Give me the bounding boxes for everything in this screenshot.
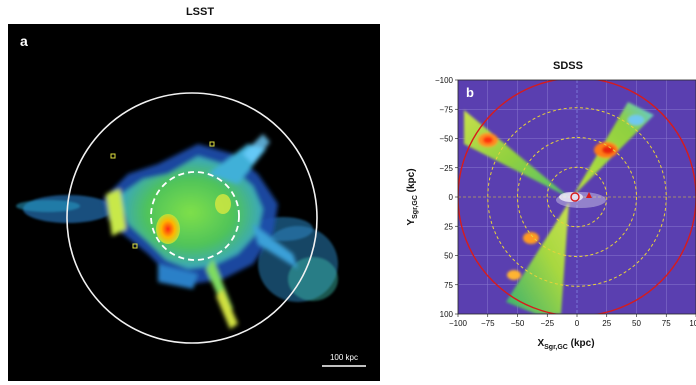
x-tick-labels: −100 −75 −50 −25 0 25 50 75 100: [449, 314, 696, 328]
y-tick-label: −50: [439, 135, 453, 144]
panel-b-sdss-plot: b −100 −75 −50 −25 0 25 50 75 100 −100 −75 −50 −25 0…: [406, 76, 696, 351]
panel-a-lsst-map: a 100 kpc: [8, 24, 380, 381]
y-tick-label: −75: [439, 105, 453, 114]
sdss-center-cloud: [556, 192, 606, 208]
y-axis-label-main: Y: [406, 219, 417, 226]
x-tick-label: −100: [449, 319, 468, 328]
x-tick-label: −75: [481, 319, 495, 328]
panel-b-letter: b: [466, 85, 474, 100]
x-axis-label-main: X: [537, 338, 544, 349]
lsst-hot-core: [156, 214, 180, 244]
x-tick-label: −50: [511, 319, 525, 328]
y-tick-label: 100: [440, 310, 454, 319]
dashed-ring: [546, 166, 608, 228]
y-tick-labels: −100 −75 −50 −25 0 25 50 75 100: [435, 76, 458, 319]
panel-a-letter: a: [20, 33, 28, 49]
x-tick-label: 25: [602, 319, 611, 328]
x-axis-label-sub: Sgr,GC: [544, 344, 568, 351]
x-tick-label: 0: [575, 319, 580, 328]
x-tick-label: 75: [662, 319, 671, 328]
y-axis-label: YSgr,GC (kpc): [406, 168, 419, 225]
dashed-radius-rings: [487, 107, 667, 287]
y-tick-label: 25: [444, 222, 453, 231]
x-axis-label: XSgr,GC (kpc): [537, 338, 594, 351]
sun-triangle-marker: [586, 192, 592, 198]
panel-a-title: LSST: [185, 6, 215, 18]
panel-b-title: SDSS: [553, 60, 583, 72]
y-tick-label: 50: [444, 252, 453, 261]
y-axis-label-unit: (kpc): [406, 168, 417, 195]
galactic-center-marker: [570, 192, 580, 202]
sdss-survey-wedges: [464, 102, 654, 314]
x-tick-label: −25: [540, 319, 554, 328]
dashed-ring: [517, 137, 637, 257]
lsst-halo-body: [103, 134, 298, 329]
y-tick-label: −100: [435, 76, 454, 85]
dashed-ring: [487, 107, 667, 287]
x-tick-label: 50: [632, 319, 641, 328]
y-tick-label: 75: [444, 281, 453, 290]
scale-bar-label: 100 kpc: [330, 353, 358, 362]
inner-dashed-circle: [150, 171, 240, 261]
x-axis-label-unit: (kpc): [568, 338, 595, 349]
y-tick-label: 0: [449, 193, 454, 202]
y-tick-label: −25: [439, 164, 453, 173]
x-tick-label: 100: [689, 319, 696, 328]
y-axis-label-sub: Sgr,GC: [412, 195, 419, 219]
outer-radius-circle: [66, 92, 318, 344]
